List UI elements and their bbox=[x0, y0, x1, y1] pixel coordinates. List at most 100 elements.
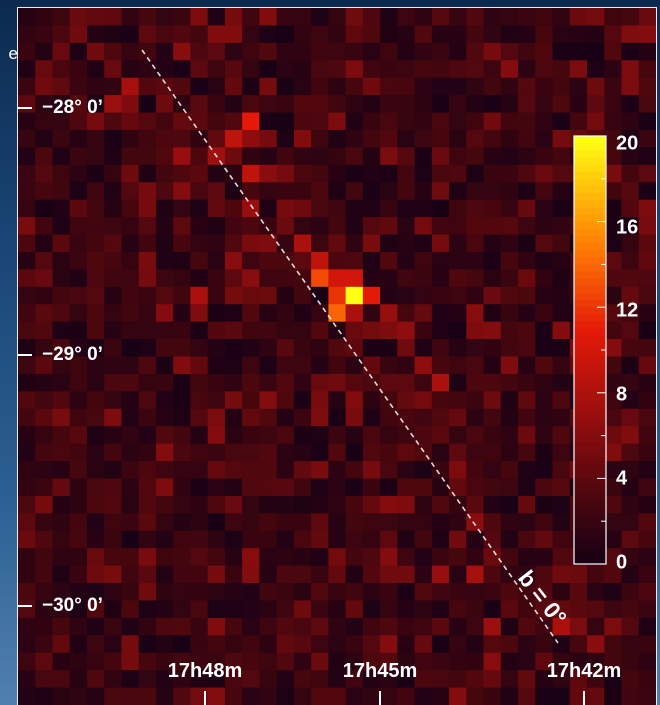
heatmap-cell bbox=[173, 42, 192, 61]
heatmap-cell bbox=[621, 286, 640, 305]
heatmap-cell bbox=[414, 25, 433, 44]
heatmap-cell bbox=[483, 182, 502, 201]
heatmap-cell bbox=[449, 652, 467, 671]
heatmap-cell bbox=[104, 8, 123, 27]
heatmap-cell bbox=[18, 60, 36, 79]
heatmap-cell bbox=[449, 408, 467, 427]
heatmap-cell bbox=[604, 373, 623, 392]
heatmap-cell bbox=[397, 42, 416, 61]
heatmap-cell bbox=[242, 530, 260, 549]
heatmap-cell bbox=[104, 548, 123, 567]
heatmap-cell bbox=[431, 129, 450, 149]
heatmap-cell bbox=[155, 513, 174, 532]
heatmap-cell bbox=[397, 199, 416, 218]
colorbar-segment bbox=[574, 542, 606, 551]
heatmap-cell bbox=[345, 42, 364, 61]
heatmap-cell bbox=[518, 321, 536, 340]
heatmap-cell bbox=[293, 652, 312, 671]
heatmap-cell bbox=[483, 356, 502, 375]
heatmap-cell bbox=[121, 147, 140, 166]
heatmap-cell bbox=[604, 8, 623, 27]
heatmap-cell bbox=[587, 112, 605, 131]
heatmap-cell bbox=[18, 356, 36, 375]
heatmap-cell bbox=[414, 426, 433, 445]
heatmap-cell bbox=[535, 513, 554, 532]
heatmap-cell bbox=[552, 461, 571, 480]
heatmap-cell bbox=[397, 251, 416, 270]
heatmap-cell bbox=[535, 269, 554, 288]
heatmap-cell bbox=[276, 60, 295, 79]
heatmap-cell bbox=[86, 391, 105, 410]
heatmap-cell bbox=[328, 147, 347, 166]
heatmap-cell bbox=[345, 164, 364, 183]
heatmap-cell bbox=[173, 25, 192, 44]
heatmap-cell bbox=[449, 391, 467, 410]
heatmap-cell bbox=[535, 495, 554, 514]
heatmap-cell bbox=[69, 373, 88, 392]
heatmap-cell bbox=[414, 269, 433, 288]
heatmap-cell bbox=[86, 635, 105, 654]
heatmap-cell bbox=[431, 286, 450, 305]
heatmap-cell bbox=[207, 513, 226, 532]
heatmap-cell bbox=[293, 617, 312, 636]
heatmap-cell bbox=[190, 147, 209, 166]
heatmap-cell bbox=[155, 426, 174, 445]
heatmap-cell bbox=[276, 635, 295, 654]
heatmap-cell bbox=[518, 217, 536, 236]
heatmap-cell bbox=[259, 426, 278, 445]
heatmap-cell bbox=[362, 8, 381, 27]
heatmap-cell bbox=[483, 112, 502, 131]
heatmap-cell bbox=[552, 408, 571, 427]
colorbar-segment bbox=[574, 143, 606, 151]
heatmap-cell bbox=[397, 408, 416, 427]
sky-map-frame: −28° 0’ −29° 0’ −30° 0’ 17h48m 17h45m 17… bbox=[17, 7, 657, 705]
heatmap-cell bbox=[345, 443, 364, 462]
heatmap-cell bbox=[69, 217, 88, 236]
colorbar-segment bbox=[574, 300, 606, 308]
heatmap-cell bbox=[52, 687, 71, 705]
heatmap-cell bbox=[449, 217, 467, 236]
heatmap-cell bbox=[362, 182, 381, 201]
heatmap-cell bbox=[173, 583, 192, 602]
heatmap-cell bbox=[52, 548, 71, 567]
heatmap-cell bbox=[535, 443, 554, 462]
heatmap-cell bbox=[466, 408, 485, 427]
heatmap-cell bbox=[69, 199, 88, 218]
heatmap-cell bbox=[466, 548, 485, 567]
heatmap-cell bbox=[604, 600, 623, 619]
colorbar-segment bbox=[574, 407, 606, 415]
heatmap-cell bbox=[121, 617, 140, 636]
heatmap-cell bbox=[242, 461, 260, 480]
heatmap-cell bbox=[311, 339, 329, 358]
heatmap-cell bbox=[638, 548, 656, 567]
heatmap-cell bbox=[121, 129, 140, 149]
heatmap-cell bbox=[638, 147, 656, 166]
heatmap-cell bbox=[380, 321, 398, 340]
heatmap-cell bbox=[500, 8, 519, 27]
heatmap-cell bbox=[414, 251, 433, 270]
heatmap-cell bbox=[311, 391, 329, 410]
heatmap-cell bbox=[276, 391, 295, 410]
heatmap-cell bbox=[362, 617, 381, 636]
heatmap-cell bbox=[121, 443, 140, 462]
heatmap-cell bbox=[259, 304, 278, 323]
heatmap-cell bbox=[173, 182, 192, 201]
heatmap-cell bbox=[552, 652, 571, 671]
heatmap-cell bbox=[86, 373, 105, 392]
heatmap-cell bbox=[207, 339, 226, 358]
heatmap-cell bbox=[104, 600, 123, 619]
colorbar-segment bbox=[574, 157, 606, 166]
heatmap-cell bbox=[52, 530, 71, 549]
heatmap-cell bbox=[104, 286, 123, 305]
heatmap-cell bbox=[69, 617, 88, 636]
heatmap-cell bbox=[397, 147, 416, 166]
heatmap-cell bbox=[535, 548, 554, 567]
heatmap-cell bbox=[104, 426, 123, 445]
heatmap-cell bbox=[242, 42, 260, 61]
heatmap-cell bbox=[173, 304, 192, 323]
heatmap-cell bbox=[483, 495, 502, 514]
heatmap-cell bbox=[552, 530, 571, 549]
heatmap-cell bbox=[535, 112, 554, 131]
heatmap-cell bbox=[466, 478, 485, 497]
heatmap-cell bbox=[190, 635, 209, 654]
